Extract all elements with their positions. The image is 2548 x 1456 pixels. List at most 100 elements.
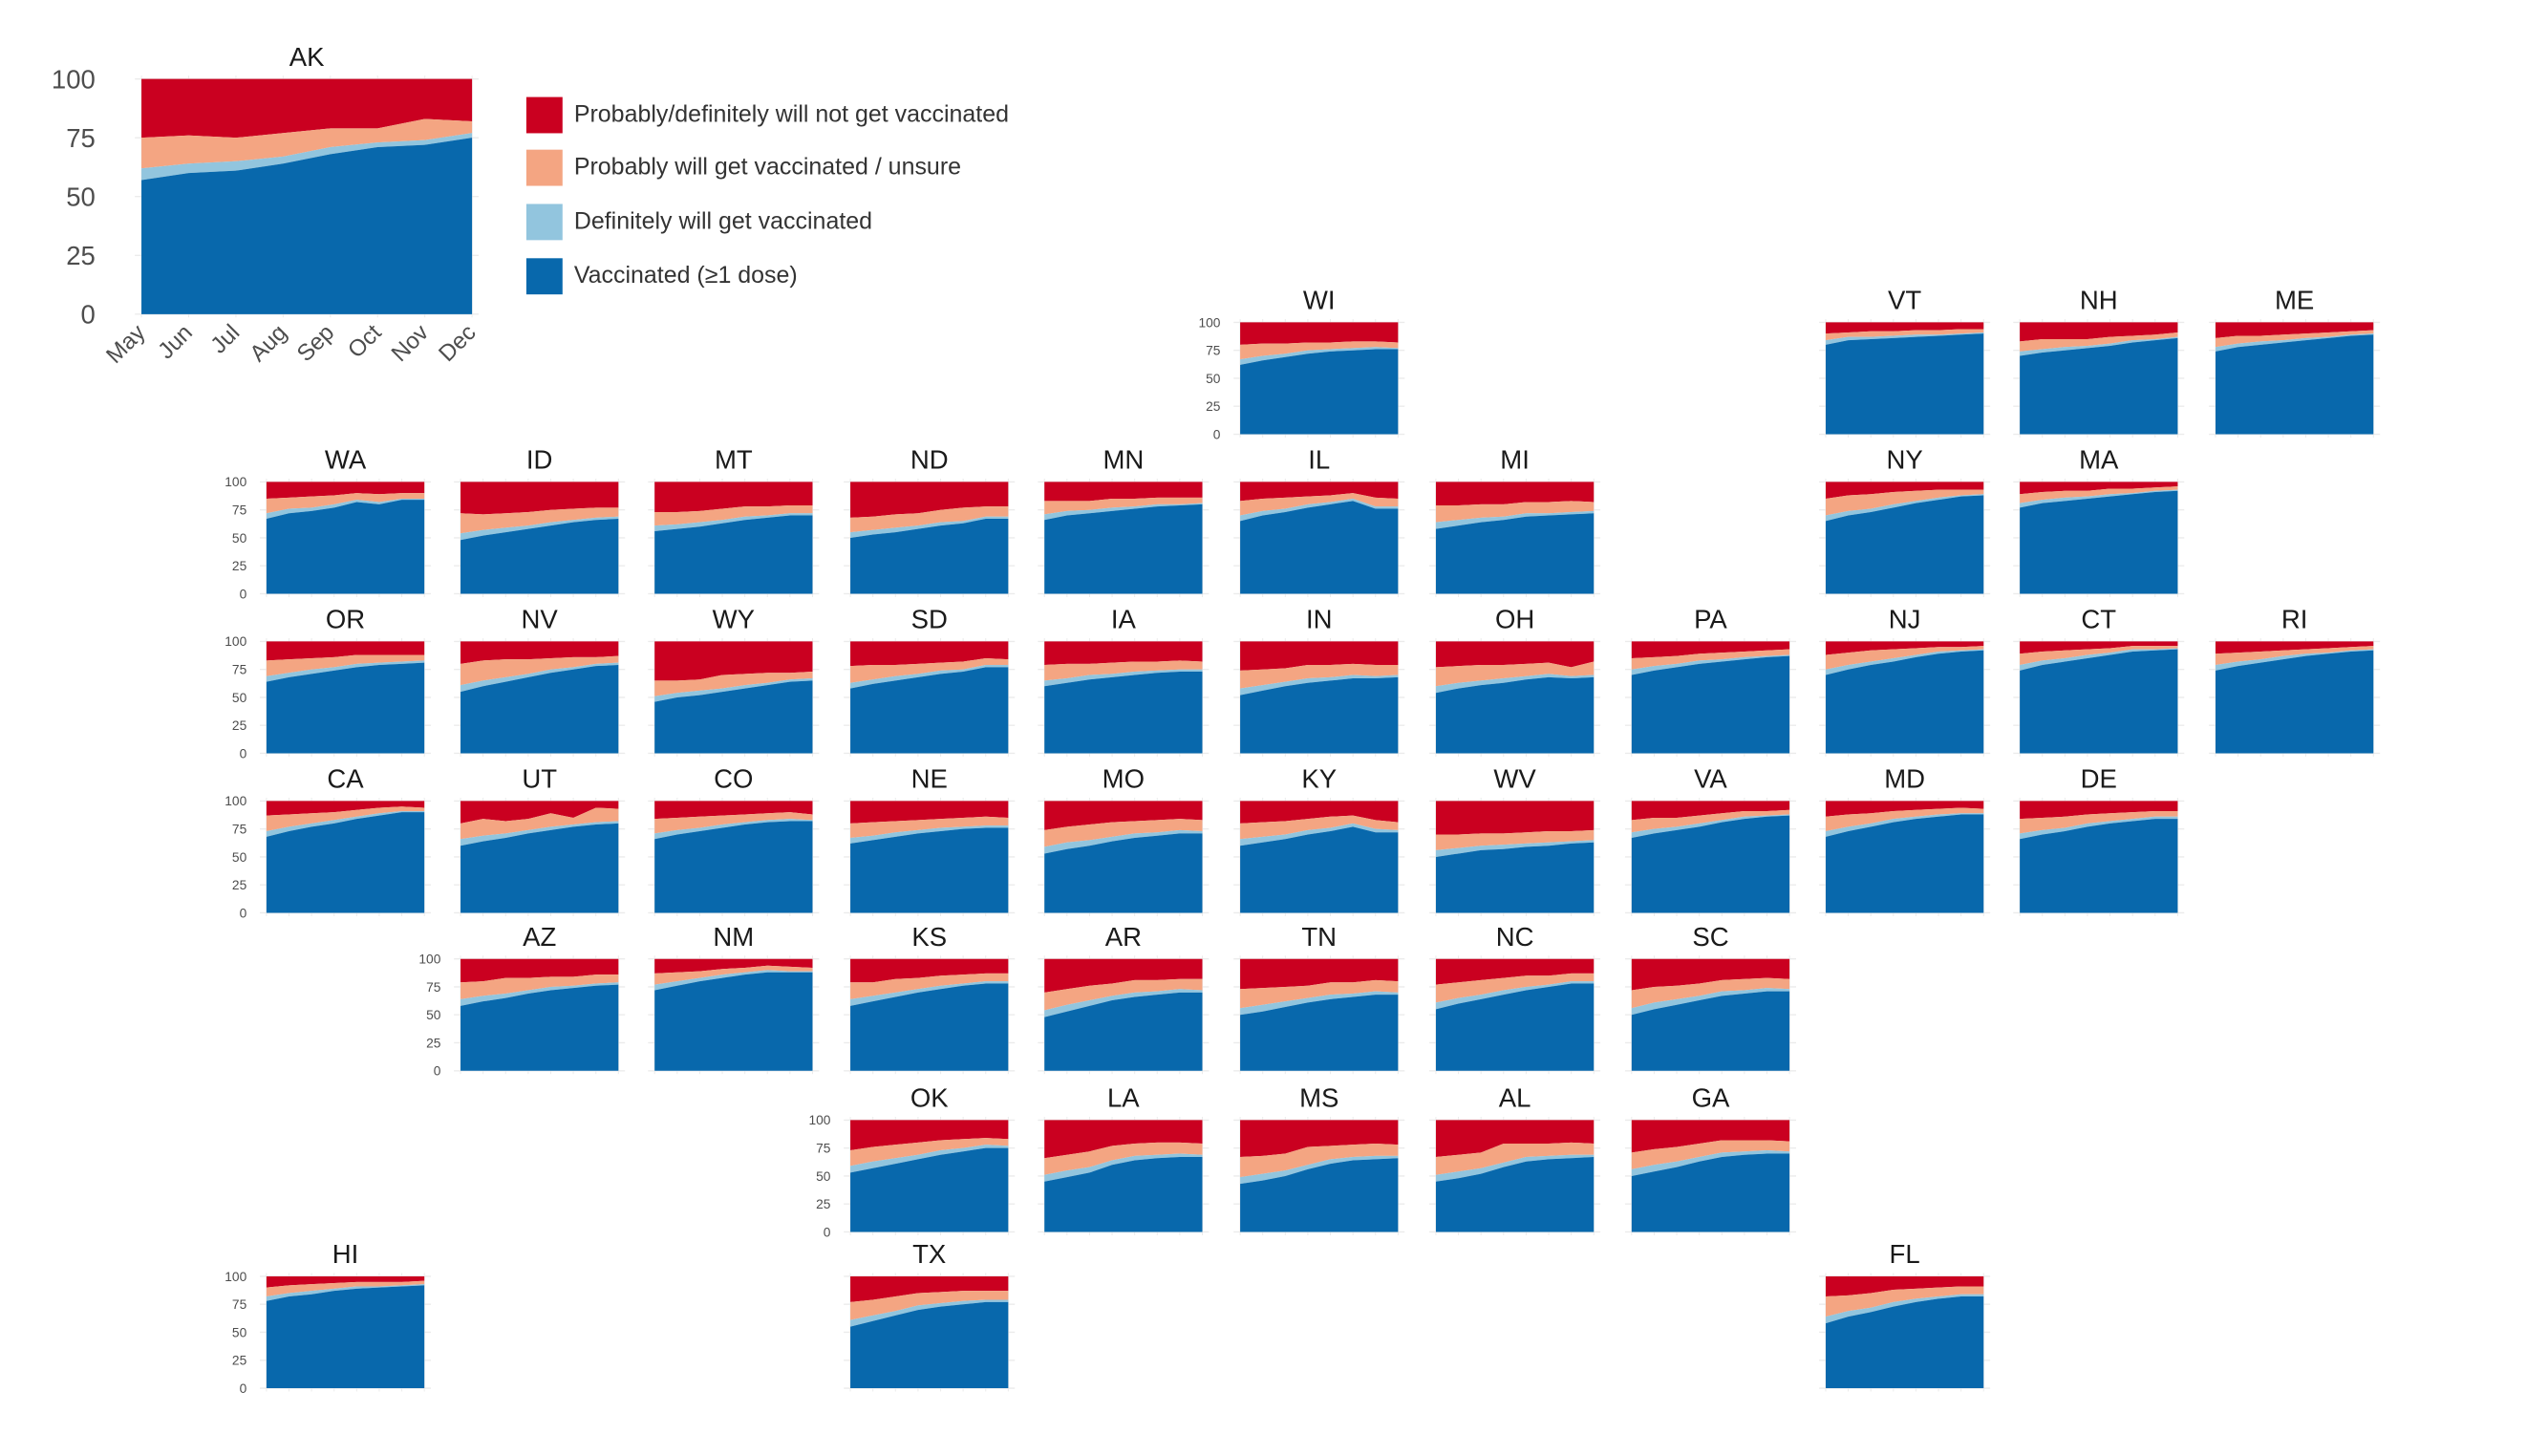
area-not-WY xyxy=(654,641,813,681)
panel-title-CA: CA xyxy=(327,764,364,794)
panel-VA: VA xyxy=(1624,764,1796,916)
area-probably-IL xyxy=(1240,493,1399,516)
area-probably-KS xyxy=(850,973,1009,999)
legend-label-probably: Probably will get vaccinated / unsure xyxy=(573,154,962,182)
area-probably-WI xyxy=(1240,341,1399,360)
y-tick-label-OR-100: 100 xyxy=(225,634,246,649)
y-tick-label-AZ-100: 100 xyxy=(418,953,440,967)
area-vaccinated-UT xyxy=(460,823,619,913)
area-not-MD xyxy=(1825,801,1984,817)
y-tick-label-HI-0: 0 xyxy=(240,1381,247,1396)
x-tick-label-AK-Aug: Aug xyxy=(245,320,291,367)
area-definitely-NH xyxy=(2020,336,2178,356)
panel-title-SC: SC xyxy=(1692,922,1728,952)
area-definitely-AR xyxy=(1044,989,1203,1017)
panel-IN: IN xyxy=(1233,605,1405,757)
area-not-NC xyxy=(1435,958,1595,985)
panel-NC: NC xyxy=(1429,922,1601,1075)
area-vaccinated-AK xyxy=(141,138,473,314)
area-vaccinated-IN xyxy=(1240,676,1399,754)
area-probably-VA xyxy=(1631,809,1790,833)
area-definitely-LA xyxy=(1044,1153,1203,1182)
panel-title-MT: MT xyxy=(715,445,753,475)
area-probably-OK xyxy=(850,1138,1009,1167)
y-tick-label-HI-50: 50 xyxy=(232,1325,247,1339)
area-probably-LA xyxy=(1044,1142,1203,1175)
panel-NE: NE xyxy=(844,764,1016,916)
panel-NJ: NJ xyxy=(1819,605,1991,757)
panel-AR: AR xyxy=(1038,922,1210,1075)
panel-TX: TX xyxy=(844,1239,1016,1392)
panel-title-SD: SD xyxy=(911,605,948,634)
area-probably-IA xyxy=(1044,660,1203,681)
area-vaccinated-KS xyxy=(850,983,1009,1071)
panel-title-AR: AR xyxy=(1105,922,1142,952)
area-not-DE xyxy=(2020,801,2178,820)
area-vaccinated-CA xyxy=(266,812,425,913)
area-vaccinated-NY xyxy=(1825,495,1984,594)
panel-title-NC: NC xyxy=(1496,922,1534,952)
panel-WI: WI 0 25 50 75 100 xyxy=(1198,286,1405,441)
area-probably-WA xyxy=(266,493,425,514)
area-vaccinated-ND xyxy=(850,519,1009,594)
area-vaccinated-WV xyxy=(1435,842,1595,913)
x-tick-label-AK-Jun: Jun xyxy=(153,320,198,365)
area-not-MO xyxy=(1044,801,1203,830)
area-definitely-HI xyxy=(266,1284,425,1301)
panel-MS: MS xyxy=(1233,1083,1405,1235)
panel-AK: AK 0 25 50 75 100 May Jun Jul Aug Sep Oct Nov Dec xyxy=(52,42,482,369)
area-definitely-WI xyxy=(1240,347,1399,365)
x-tick-label-AK-Dec: Dec xyxy=(434,320,481,367)
area-not-ID xyxy=(460,482,619,515)
area-probably-OR xyxy=(266,654,425,676)
area-vaccinated-LA xyxy=(1044,1157,1203,1232)
panel-title-NM: NM xyxy=(713,922,754,952)
area-vaccinated-MD xyxy=(1825,814,1984,913)
y-tick-label-AK-50: 50 xyxy=(66,182,96,211)
panel-title-MD: MD xyxy=(1884,764,1925,794)
area-not-ME xyxy=(2215,322,2374,338)
area-definitely-VT xyxy=(1825,332,1984,345)
y-tick-label-WA-50: 50 xyxy=(232,531,247,546)
legend-item-probably: Probably will get vaccinated / unsure xyxy=(525,149,962,186)
area-probably-NV xyxy=(460,655,619,686)
y-tick-label-OK-50: 50 xyxy=(816,1169,831,1184)
area-vaccinated-TX xyxy=(850,1301,1009,1389)
area-vaccinated-KY xyxy=(1240,826,1399,913)
area-probably-ME xyxy=(2215,330,2374,348)
panel-MI: MI xyxy=(1429,445,1601,597)
panel-title-WI: WI xyxy=(1303,286,1336,315)
panel-title-DE: DE xyxy=(2081,764,2117,794)
area-probably-SD xyxy=(850,657,1009,683)
panel-RI: RI xyxy=(2209,605,2381,757)
area-probably-ND xyxy=(850,506,1009,533)
area-probably-TN xyxy=(1240,979,1399,1009)
area-not-OH xyxy=(1435,641,1595,668)
legend-swatch-not xyxy=(525,96,563,134)
panel-CO: CO xyxy=(648,764,820,916)
area-probably-CA xyxy=(266,806,425,832)
panel-SD: SD xyxy=(844,605,1016,757)
panel-title-TN: TN xyxy=(1301,922,1337,952)
area-not-AL xyxy=(1435,1120,1595,1158)
area-not-RI xyxy=(2215,641,2374,654)
panel-title-MI: MI xyxy=(1500,445,1530,475)
area-definitely-NV xyxy=(460,662,619,693)
y-tick-label-OR-50: 50 xyxy=(232,691,247,705)
y-tick-label-CA-100: 100 xyxy=(225,794,246,808)
y-tick-label-OR-0: 0 xyxy=(240,746,247,760)
area-vaccinated-NV xyxy=(460,665,619,754)
area-definitely-GA xyxy=(1631,1150,1790,1176)
area-probably-UT xyxy=(460,807,619,840)
legend-swatch-vaccinated xyxy=(525,258,563,295)
area-not-SC xyxy=(1631,958,1790,991)
area-not-CA xyxy=(266,801,425,816)
area-probably-AK xyxy=(141,118,473,169)
area-vaccinated-OR xyxy=(266,662,425,754)
panel-title-KS: KS xyxy=(911,922,947,952)
panel-OH: OH xyxy=(1429,605,1601,757)
y-tick-label-HI-100: 100 xyxy=(225,1270,246,1284)
y-tick-label-AZ-25: 25 xyxy=(426,1036,441,1050)
panel-title-OH: OH xyxy=(1495,605,1534,634)
